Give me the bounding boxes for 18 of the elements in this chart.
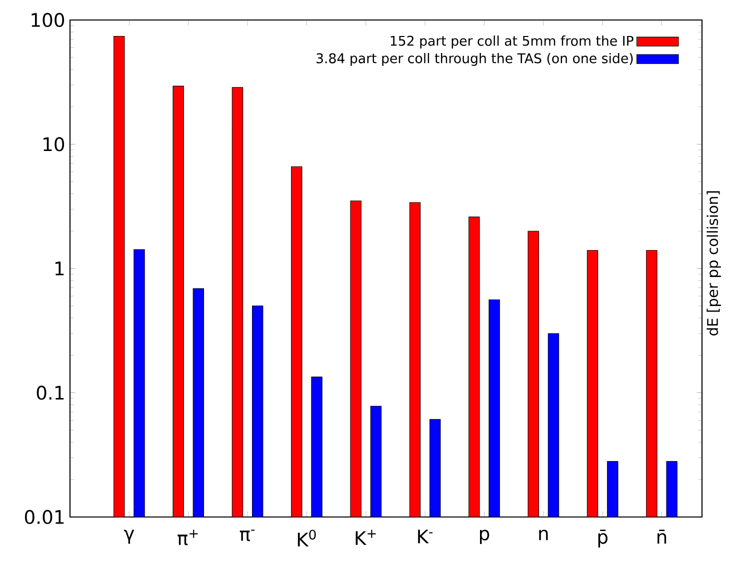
y-tick-label: 0.1 xyxy=(36,386,64,400)
x-tick-label: K$^{0}$ xyxy=(298,530,316,546)
y-tick-label: 0.01 xyxy=(24,510,64,524)
legend-label: 152 part per coll at 5mm from the IP xyxy=(390,36,634,48)
x-tick-label: γ xyxy=(124,530,134,544)
y-tick-label: 1 xyxy=(55,262,64,276)
x-tick-label: p xyxy=(480,530,490,544)
x-tick-label: n xyxy=(539,530,548,540)
x-tick-label: π$^{-}$ xyxy=(240,530,255,542)
x-tick-label: K$^{-}$ xyxy=(418,530,433,544)
y-tick-label: 100 xyxy=(32,12,64,28)
x-tick-label: π$^{+}$ xyxy=(178,530,198,546)
x-tick-label: K$^{+}$ xyxy=(356,530,376,545)
x-tick-label: n̄ xyxy=(658,530,666,544)
legend-label: 3.84 part per coll through the TAS (on one side) xyxy=(316,52,633,66)
x-tick-label: p̄ xyxy=(598,530,608,548)
y-axis-title: dE [per pp collision] xyxy=(706,191,721,336)
y-tick-label: 10 xyxy=(44,137,64,152)
